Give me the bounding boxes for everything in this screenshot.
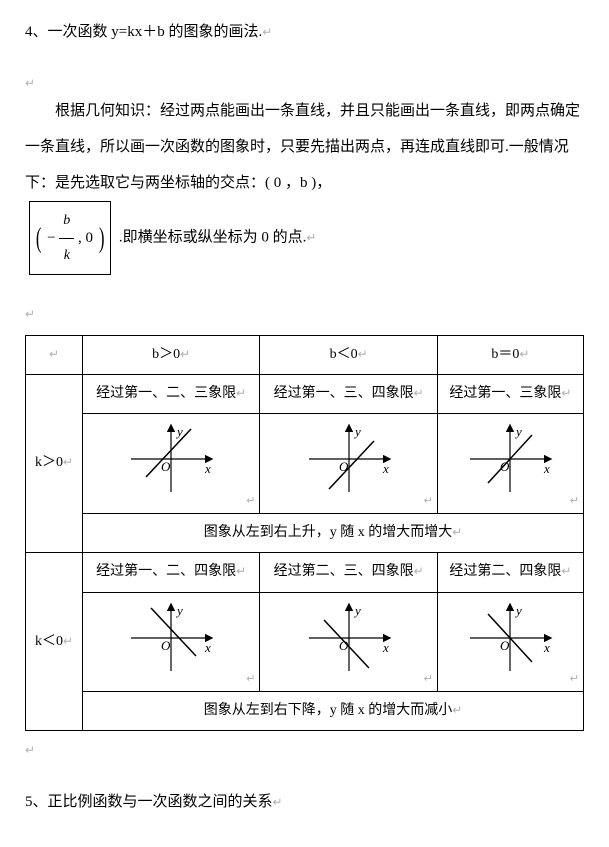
section-5-title-text: 5、正比例函数与一次函数之间的关系 xyxy=(25,794,273,810)
blank-line-marker: ↵ xyxy=(25,74,584,93)
fraction: b k xyxy=(59,204,74,272)
graph-pos-neg: O x y ↵ xyxy=(260,414,437,513)
header-b-negative: b＜0↵ xyxy=(260,335,437,374)
graph-neg-neg: O x y ↵ xyxy=(260,592,437,691)
svg-text:x: x xyxy=(204,461,211,476)
table-row: k＜0↵ 经过第一、二、四象限↵ 经过第二、三、四象限↵ 经过第二、四象限↵ xyxy=(26,553,584,592)
header-b-zero: b＝0↵ xyxy=(437,335,583,374)
svg-text:x: x xyxy=(543,461,550,476)
svg-text:y: y xyxy=(175,424,183,439)
svg-text:O: O xyxy=(161,638,171,653)
summary-k-positive: 图象从左到右上升，y 随 x 的增大而增大↵ xyxy=(83,513,584,552)
table-row: O x y ↵ O x y ↵ O x y ↵ xyxy=(26,592,584,691)
svg-text:x: x xyxy=(543,640,550,655)
quadrant-cell: 经过第一、二、三象限↵ xyxy=(83,374,260,413)
right-paren: ) xyxy=(99,205,105,272)
graph-pos-zero: O x y ↵ xyxy=(437,414,583,513)
blank-line-marker: ↵ xyxy=(25,305,584,324)
svg-text:x: x xyxy=(204,640,211,655)
section-4-title: 4、一次函数 y=kx＋b 的图象的画法.↵ xyxy=(25,20,584,44)
fraction-numerator: b xyxy=(59,204,74,239)
section-4-paragraph: 根据几何知识：经过两点能画出一条直线，并且只能画出一条直线，即两点确定一条直线，… xyxy=(25,93,584,275)
return-marker: ↵ xyxy=(262,25,272,39)
return-marker: ↵ xyxy=(306,231,316,245)
section-4-title-text: 4、一次函数 y=kx＋b 的图象的画法. xyxy=(25,24,262,40)
return-marker: ↵ xyxy=(273,795,283,809)
header-b-positive: b＞0↵ xyxy=(83,335,260,374)
k-positive-label: k＞0↵ xyxy=(26,374,83,552)
quadrant-cell: 经过第二、四象限↵ xyxy=(437,553,583,592)
quadrant-cell: 经过第二、三、四象限↵ xyxy=(260,553,437,592)
section-5-title: 5、正比例函数与一次函数之间的关系↵ xyxy=(25,790,584,814)
svg-text:x: x xyxy=(382,640,389,655)
svg-text:O: O xyxy=(500,459,510,474)
svg-text:y: y xyxy=(514,603,522,618)
graph-neg-pos: O x y ↵ xyxy=(83,592,260,691)
para1-text: 根据几何知识：经过两点能画出一条直线，并且只能画出一条直线，即两点确定一条直线，… xyxy=(25,103,580,191)
corner-cell: ↵ xyxy=(26,335,83,374)
svg-text:y: y xyxy=(514,424,522,439)
graph-pos-pos: O x y ↵ xyxy=(83,414,260,513)
fraction-denominator: k xyxy=(59,239,74,273)
table-row: O x y ↵ O x y ↵ O x y ↵ xyxy=(26,414,584,513)
quadrant-cell: 经过第一、三象限↵ xyxy=(437,374,583,413)
table-header-row: ↵ b＞0↵ b＜0↵ b＝0↵ xyxy=(26,335,584,374)
svg-text:x: x xyxy=(382,461,389,476)
svg-text:O: O xyxy=(500,638,510,653)
blank-line-marker: ↵ xyxy=(25,741,584,760)
quadrant-cell: 经过第一、三、四象限↵ xyxy=(260,374,437,413)
table-row: 图象从左到右下降，y 随 x 的增大而减小↵ xyxy=(26,691,584,730)
table-row: 图象从左到右上升，y 随 x 的增大而增大↵ xyxy=(26,513,584,552)
k-negative-label: k＜0↵ xyxy=(26,553,83,731)
svg-text:O: O xyxy=(339,638,349,653)
para2-after: .即横坐标或纵坐标为 0 的点. xyxy=(119,230,307,246)
svg-text:y: y xyxy=(175,603,183,618)
svg-text:O: O xyxy=(339,459,349,474)
svg-text:y: y xyxy=(353,424,361,439)
svg-text:O: O xyxy=(161,459,171,474)
svg-text:y: y xyxy=(353,603,361,618)
quadrant-cell: 经过第一、二、四象限↵ xyxy=(83,553,260,592)
table-row: k＞0↵ 经过第一、二、三象限↵ 经过第一、三、四象限↵ 经过第一、三象限↵ xyxy=(26,374,584,413)
fraction-box: ( − b k , 0 ) xyxy=(29,201,111,275)
graph-neg-zero: O x y ↵ xyxy=(437,592,583,691)
summary-k-negative: 图象从左到右下降，y 随 x 的增大而减小↵ xyxy=(83,691,584,730)
linear-function-table: ↵ b＞0↵ b＜0↵ b＝0↵ k＞0↵ 经过第一、二、三象限↵ 经过第一、三… xyxy=(25,335,584,732)
left-paren: ( xyxy=(36,205,42,272)
